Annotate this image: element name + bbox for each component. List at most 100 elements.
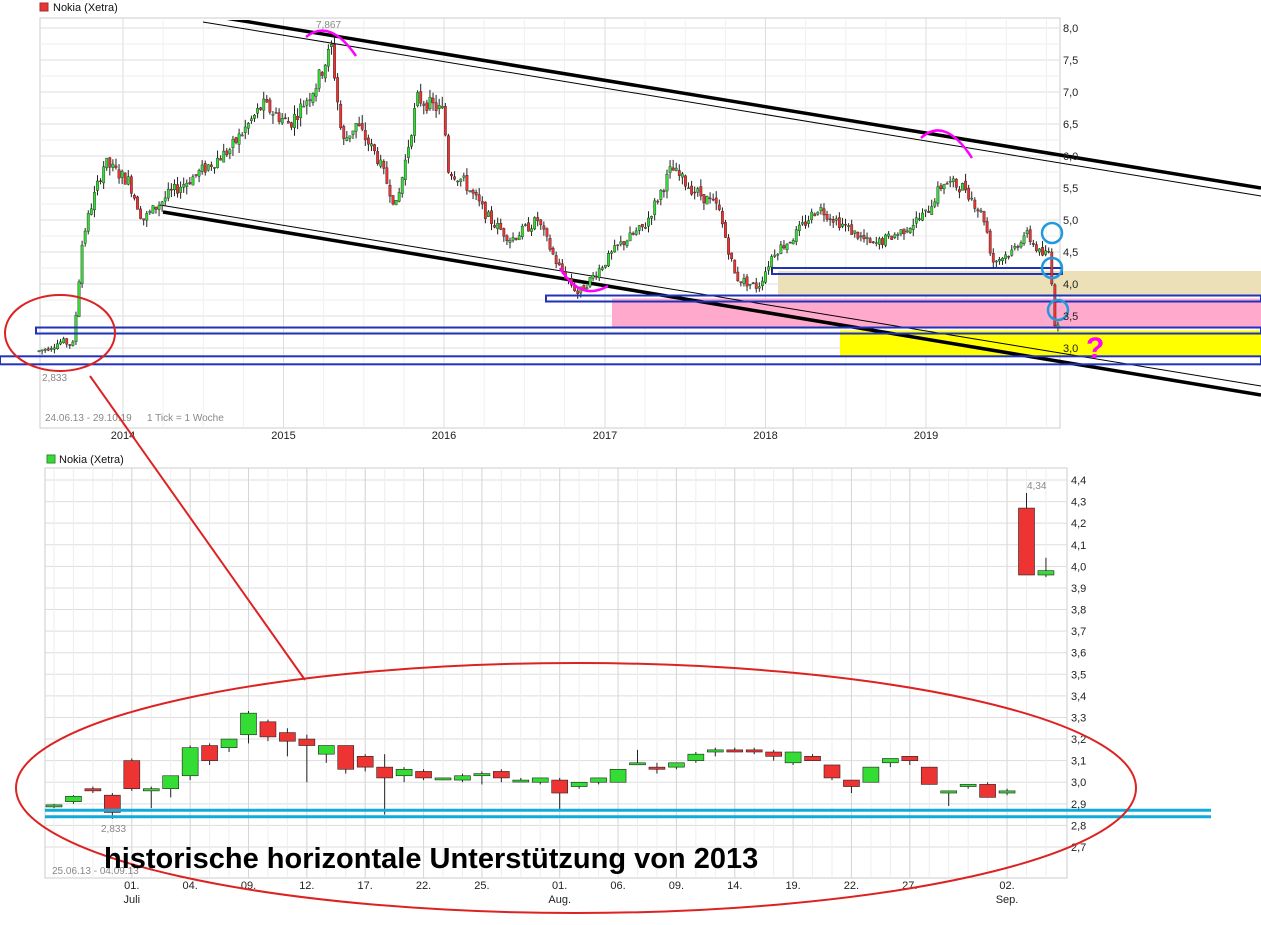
bottom-candle-body	[181, 747, 199, 777]
top-candle-body	[188, 182, 192, 184]
top-candle-body	[625, 240, 629, 246]
top-candle	[991, 248, 995, 269]
top-candle-body	[403, 159, 407, 180]
top-candle-body	[868, 238, 872, 243]
top-candle	[326, 44, 330, 72]
top-candle	[499, 218, 503, 231]
top-candle-body	[413, 108, 416, 136]
top-candle-body	[213, 167, 216, 169]
top-candle	[1022, 231, 1026, 246]
top-candle	[339, 100, 343, 130]
top-candle	[176, 177, 179, 198]
top-candle	[557, 258, 561, 266]
top-candle	[985, 217, 989, 234]
top-candle	[680, 171, 684, 185]
top-candle	[382, 159, 386, 175]
top-candle	[68, 344, 72, 349]
top-candle-body	[416, 92, 420, 106]
top-candle-body	[394, 200, 398, 206]
bottom-candle-body	[395, 768, 413, 777]
top-candle	[465, 168, 469, 195]
top-candle-body	[1053, 284, 1057, 326]
top-candle	[634, 227, 638, 236]
top-candle-body	[1004, 254, 1007, 259]
top-candle-body	[508, 240, 512, 243]
top-candle-body	[942, 184, 946, 190]
bottom-candle	[123, 758, 141, 791]
bottom-candle	[1018, 492, 1035, 576]
top-candle-body	[126, 176, 130, 185]
top-candle-body	[939, 185, 943, 190]
top-candle-body	[250, 118, 253, 121]
top-candle	[431, 92, 435, 111]
top-candle	[179, 181, 183, 199]
top-candle-body	[259, 107, 263, 110]
top-legend-swatch	[39, 2, 49, 12]
top-candle	[336, 73, 340, 111]
top-candle	[874, 236, 878, 247]
top-candle-body	[323, 64, 327, 79]
top-candle-body	[822, 208, 826, 216]
top-candle-body	[80, 244, 84, 284]
top-candle-body	[764, 271, 767, 283]
top-candle	[219, 155, 223, 161]
top-x-tick: 2018	[753, 430, 777, 442]
top-candle-body	[308, 99, 312, 101]
top-candle	[129, 174, 133, 198]
top-candle	[834, 215, 838, 226]
top-candle	[1041, 240, 1044, 257]
top-candle	[243, 119, 247, 140]
top-candle	[173, 179, 176, 197]
top-candle-body	[474, 192, 478, 196]
top-candle	[216, 150, 219, 169]
top-candle-body	[336, 77, 340, 103]
top-candle	[1001, 257, 1004, 265]
bottom-candle-body	[415, 771, 432, 779]
top-candle	[979, 207, 983, 214]
top-candle	[600, 265, 604, 272]
bottom-x-tick: 02.	[999, 880, 1014, 892]
bottom-candle-body	[784, 751, 802, 764]
top-panel: 3,03,54,04,55,05,56,06,57,07,58,0 2014 20…	[0, 2, 1261, 442]
bottom-x-axis: 01. 04. 09. 12. 17. 22. 25. 01. 06. 09. 14. 19. 22. 2…	[124, 880, 1019, 906]
top-candle-body	[714, 197, 718, 204]
top-candle	[994, 259, 998, 268]
bottom-candle	[609, 768, 627, 783]
top-candle-body	[841, 223, 844, 227]
top-candle-body	[74, 315, 78, 342]
top-candle	[591, 272, 595, 282]
top-candle	[936, 181, 940, 207]
top-candle	[139, 205, 142, 220]
top-candle-body	[751, 282, 755, 284]
top-candle-body	[99, 180, 102, 182]
top-candle	[462, 172, 466, 182]
top-candle	[200, 160, 204, 175]
top-candle-body	[748, 283, 752, 286]
bottom-candle-body	[512, 779, 530, 783]
bottom-candle-body	[298, 738, 316, 746]
top-candle-body	[739, 281, 743, 283]
top-candle	[607, 250, 610, 268]
top-candle	[551, 246, 555, 256]
top-candle	[770, 254, 774, 273]
top-candle-body	[1047, 251, 1051, 253]
top-candle-body	[277, 112, 281, 122]
top-candle	[684, 174, 687, 191]
top-candle	[884, 233, 887, 248]
top-candle-body	[256, 108, 259, 114]
top-candle-body	[773, 254, 777, 257]
top-candle	[262, 91, 266, 120]
top-candle	[976, 207, 980, 218]
top-candle	[644, 222, 647, 230]
top-candle	[631, 231, 635, 236]
top-candle-body	[49, 348, 53, 350]
top-candle	[801, 215, 804, 226]
top-candle-body	[194, 174, 198, 176]
top-candle-body	[490, 210, 493, 224]
top-candle-body	[720, 210, 724, 225]
top-candle-body	[1031, 243, 1035, 245]
top-candle-body	[496, 222, 500, 230]
top-candle	[419, 83, 423, 107]
top-candle	[37, 350, 41, 353]
top-candle	[1034, 241, 1038, 253]
